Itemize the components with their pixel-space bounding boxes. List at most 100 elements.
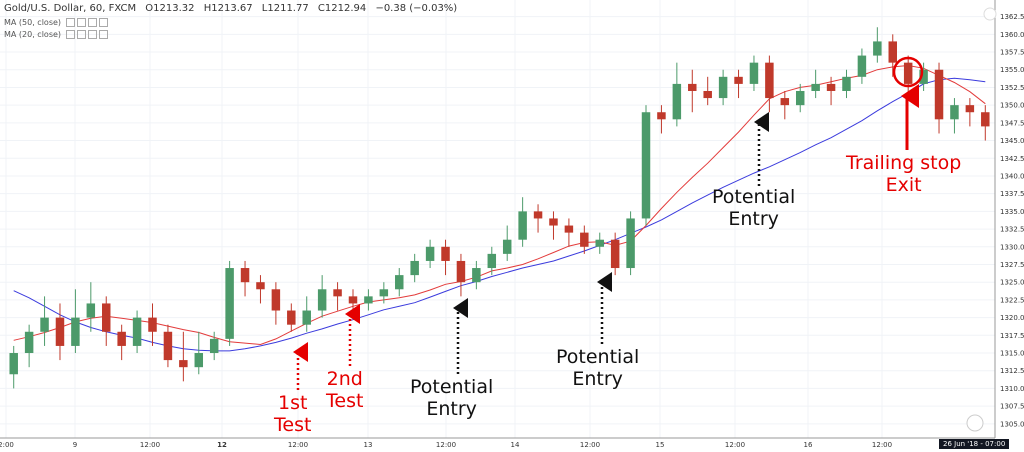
candle-down xyxy=(610,239,620,269)
eye-icon[interactable] xyxy=(65,30,75,39)
ma50-line xyxy=(13,77,986,352)
price-tick-label: 1360.00 xyxy=(1000,31,1024,39)
candle-up xyxy=(857,55,867,77)
time-tick-label: 12:00 xyxy=(436,441,456,449)
candle-up xyxy=(71,317,80,346)
ma20-line xyxy=(13,64,986,346)
price-tick-label: 1327.50 xyxy=(1000,261,1024,269)
entry1-label: Potential Entry xyxy=(410,376,493,420)
high-value: H1213.67 xyxy=(203,3,253,14)
time-tick-label: 2:00 xyxy=(0,441,14,449)
candle-up xyxy=(302,310,311,325)
time-tick-label: 14 xyxy=(511,441,520,449)
candle-up xyxy=(749,62,759,84)
candle-up xyxy=(842,76,851,91)
price-tick-label: 1345.00 xyxy=(1000,137,1024,145)
scroll-right-icon xyxy=(966,414,984,432)
candle-up xyxy=(209,338,219,354)
candle-up xyxy=(40,317,49,332)
crosshair-date-badge: 26 Jun '18 - 07:00 xyxy=(939,439,1010,449)
price-tick-label: 1325.00 xyxy=(1000,279,1024,287)
candle-up xyxy=(873,41,882,56)
price-tick-label: 1312.50 xyxy=(1000,367,1024,375)
price-tick-label: 1305.00 xyxy=(1000,420,1024,428)
price-tick-label: 1350.00 xyxy=(1000,102,1024,110)
candle-up xyxy=(518,211,527,240)
price-tick-label: 1317.50 xyxy=(1000,332,1024,340)
close-icon[interactable] xyxy=(87,30,97,39)
entry3-line2: Entry xyxy=(728,208,779,230)
price-tick-label: 1342.50 xyxy=(1000,155,1024,163)
candle-down xyxy=(441,246,450,261)
candle-up xyxy=(364,296,373,304)
candle-up xyxy=(487,253,497,269)
candle-down xyxy=(240,268,250,283)
price-axis[interactable]: 1362.50 1360.00 1357.50 1355.00 1352.50 1350.… xyxy=(994,0,1024,438)
second-test-label: 2nd Test xyxy=(326,368,363,412)
candle-up xyxy=(472,268,481,283)
open-value: O1213.32 xyxy=(145,3,195,14)
eye-icon[interactable] xyxy=(65,18,75,27)
price-tick-label: 1315.00 xyxy=(1000,350,1024,358)
price-tick-label: 1332.50 xyxy=(1000,226,1024,234)
time-tick-label: 12:00 xyxy=(580,441,600,449)
settings-icon xyxy=(983,7,997,21)
ma20-legend[interactable]: MA (20, close) xyxy=(4,30,108,39)
time-tick-label: 16 xyxy=(804,441,813,449)
time-tick-label: 9 xyxy=(73,441,77,449)
candle-down xyxy=(965,105,975,113)
candle-down xyxy=(549,218,558,226)
second-test-line1: 2nd xyxy=(326,368,363,390)
entry2-line2: Entry xyxy=(572,368,623,390)
candle-down xyxy=(826,83,836,91)
candle-up xyxy=(9,353,18,375)
entry3-label: Potential Entry xyxy=(712,186,795,230)
settings-icon[interactable] xyxy=(76,30,86,39)
candle-up xyxy=(718,76,728,99)
more-icon[interactable] xyxy=(98,18,108,27)
entry3-line1: Potential xyxy=(712,186,796,208)
candle-up xyxy=(86,303,96,318)
close-icon[interactable] xyxy=(87,18,97,27)
exit-line1: Trailing stop xyxy=(846,152,962,174)
price-tick-label: 1335.00 xyxy=(1000,208,1024,216)
candle-down xyxy=(117,331,126,346)
candle-up xyxy=(595,239,604,247)
more-icon[interactable] xyxy=(98,30,108,39)
candle-up xyxy=(132,317,142,346)
time-tick-label: 12:00 xyxy=(140,441,160,449)
time-tick-label: 15 xyxy=(656,441,665,449)
ma50-line-group xyxy=(13,77,986,352)
low-value: L1211.77 xyxy=(261,3,309,14)
symbol-title[interactable]: Gold/U.S. Dollar, 60, FXCM xyxy=(4,3,137,14)
candle-up xyxy=(919,69,928,84)
candle-down xyxy=(703,90,712,99)
candle-down xyxy=(903,62,913,84)
price-tick-label: 1340.00 xyxy=(1000,172,1024,180)
candle-down xyxy=(333,289,342,297)
time-tick-label: 13 xyxy=(364,441,373,449)
price-tick-label: 1330.00 xyxy=(1000,243,1024,251)
time-tick-label: 12:00 xyxy=(288,441,308,449)
first-test-line1: 1st xyxy=(277,392,308,414)
settings-icon[interactable] xyxy=(76,18,86,27)
price-tick-label: 1347.50 xyxy=(1000,119,1024,127)
candle-up xyxy=(410,260,419,276)
candle-down xyxy=(348,296,358,304)
price-tick-label: 1362.50 xyxy=(1000,13,1024,21)
candle-down xyxy=(287,310,296,325)
time-axis[interactable]: 2:00 9 12:00 12 12:00 13 12:00 14 12:00 15 12:00 16… xyxy=(0,437,995,449)
price-tick-label: 1337.50 xyxy=(1000,190,1024,198)
candle-down xyxy=(179,360,188,368)
ma20-line-group xyxy=(13,64,986,346)
ma50-legend[interactable]: MA (50, close) xyxy=(4,18,108,27)
exit-label: Trailing stop Exit xyxy=(846,152,961,196)
candle-down xyxy=(580,232,589,247)
candle-down xyxy=(271,289,281,311)
candle-down xyxy=(564,225,574,233)
ma50-label: MA (50, close) xyxy=(4,18,62,27)
candles-group xyxy=(9,27,990,389)
annotation-arrows xyxy=(293,7,997,432)
candle-up xyxy=(626,218,635,269)
